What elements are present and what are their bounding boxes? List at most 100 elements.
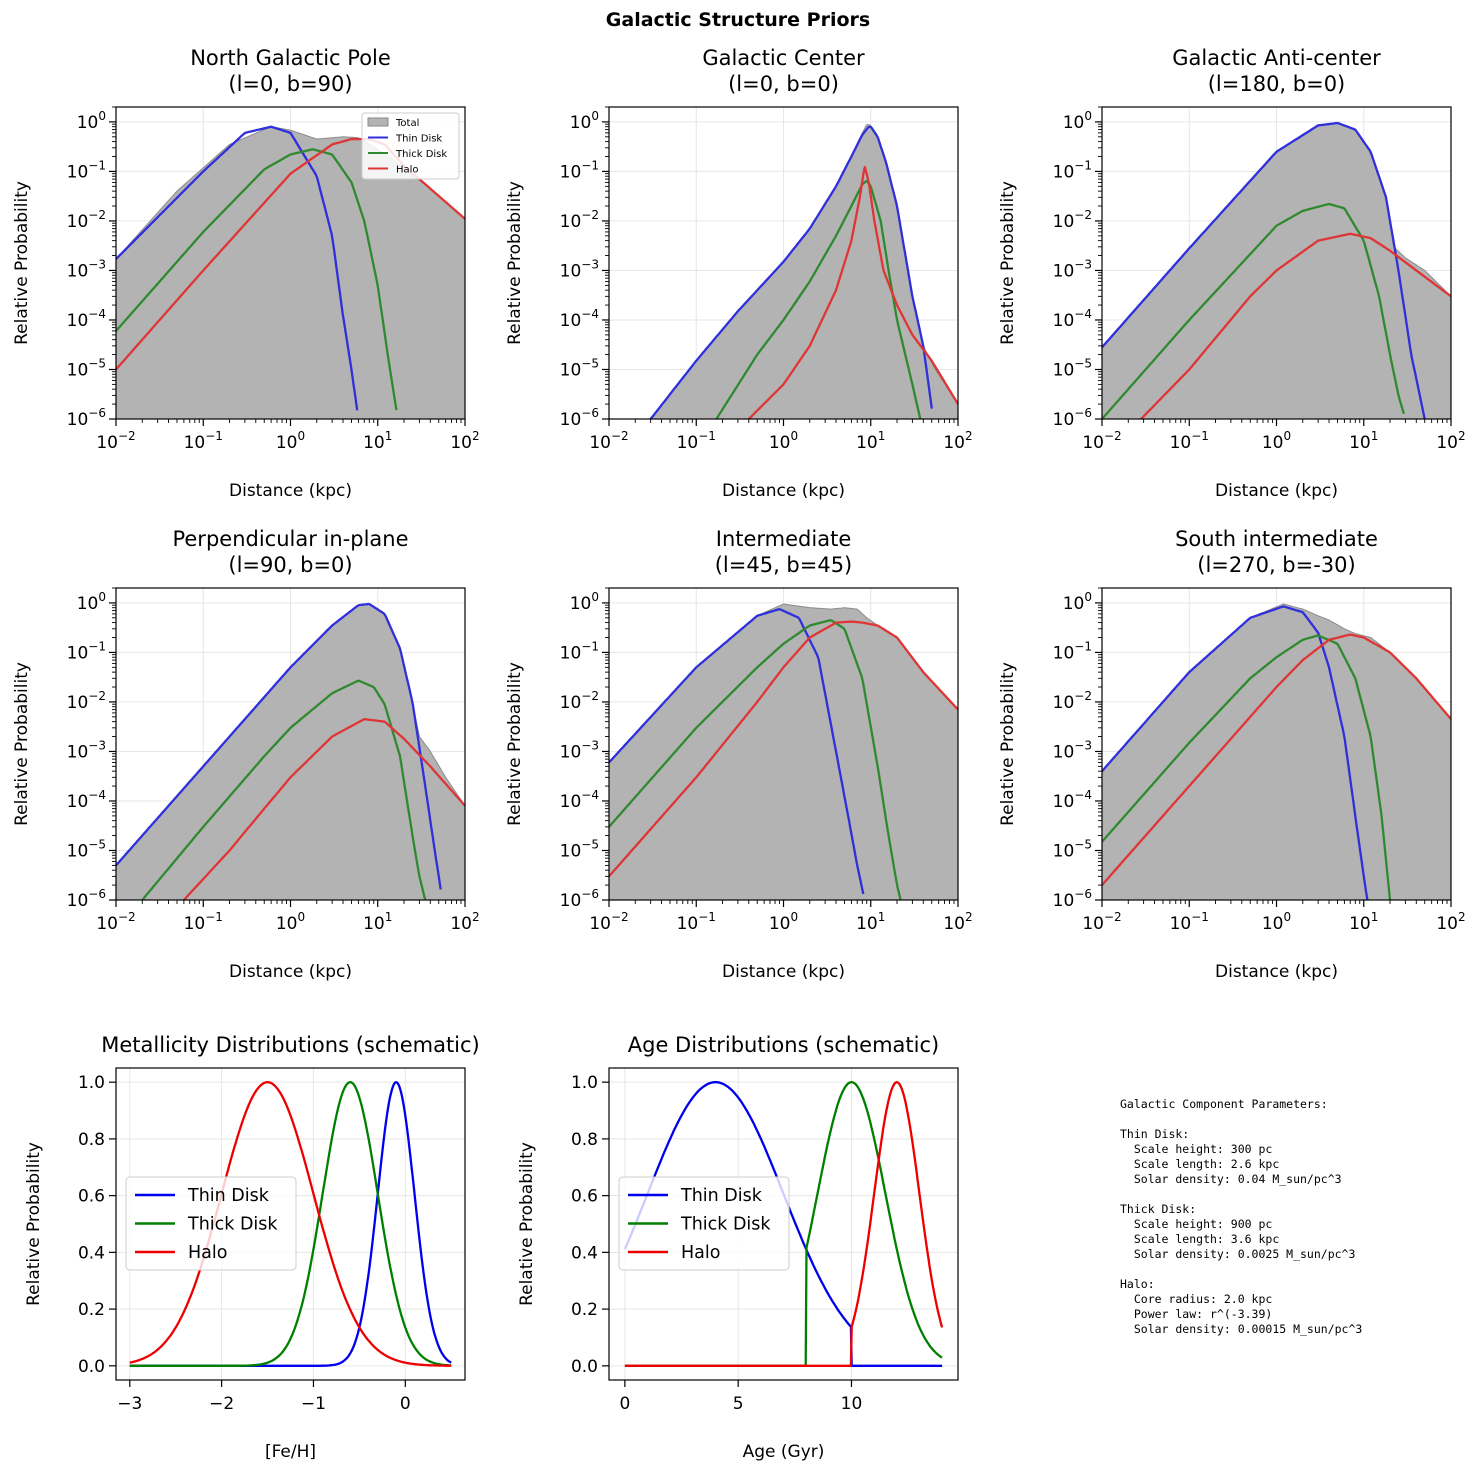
y-tick-label: 10−6 [1053,887,1092,911]
axes-frame [1101,106,1452,420]
legend-label: Halo [396,165,419,176]
series-halo-line [747,165,958,419]
y-tick-label: 0.6 [78,1187,105,1207]
legend-label: Halo [188,1243,227,1263]
axes-frame [1101,587,1452,901]
y-axis-label: Relative Probability [24,1142,44,1306]
x-tick-label: 102 [943,910,972,934]
legend: Thin Disk Thick Disk Halo [125,1176,297,1271]
y-tick-label: 10−1 [67,639,106,663]
x-tick-label: 10−2 [96,429,135,453]
ticks: 10−2 10−1 100 101 102 10−6 10−5 10−4 10−3 10−2 10−… [1053,587,1466,934]
y-tick-label: 100 [77,109,106,133]
x-tick-label: 100 [769,429,798,453]
y-tick-label: 0.6 [571,1187,598,1207]
y-tick-label: 0.2 [571,1300,598,1320]
legend-label: Halo [681,1243,720,1263]
y-tick-label: 1.0 [571,1073,598,1093]
panel-5: 10−2 10−1 100 101 102 10−6 10−5 10−4 10−3 10−2 10−… [505,527,973,982]
x-tick-label: 101 [363,429,392,453]
x-axis-label: Distance (kpc) [722,962,845,982]
y-tick-label: 100 [570,590,599,614]
y-tick-label: 10−1 [1053,639,1092,663]
parameter-line: Scale length: 3.6 kpc [1120,1232,1280,1246]
parameter-line: Scale height: 900 pc [1120,1217,1273,1231]
parameter-line: Halo: [1120,1277,1155,1291]
legend: Thin Disk Thick Disk Halo [618,1176,790,1271]
y-tick-label: 0.2 [78,1300,105,1320]
panel-title: Metallicity Distributions (schematic) [101,1033,480,1057]
panel-3: 10−2 10−1 100 101 102 10−6 10−5 10−4 10−3 10−2 10−… [998,46,1466,501]
legend-box [125,1176,297,1271]
series-halo-line [1102,633,1451,886]
panel-title: Age Distributions (schematic) [628,1033,939,1057]
y-tick-label: 0.8 [571,1130,598,1150]
y-tick-label: 10−5 [67,837,106,861]
y-tick-label: 10−5 [560,356,599,380]
series-thick-disk-line [715,179,922,419]
y-tick-label: 10−4 [1053,788,1092,812]
parameters-text: Galactic Component Parameters: Thin Disk… [1120,1097,1362,1337]
x-axis-label: Distance (kpc) [722,481,845,501]
y-tick-label: 10−1 [67,158,106,182]
y-tick-label: 100 [570,109,599,133]
y-tick-label: 0.4 [571,1243,598,1263]
x-tick-label: 101 [1349,429,1378,453]
x-axis-label: Distance (kpc) [229,481,352,501]
ticks: 0 5 10 0.0 0.2 0.4 0.6 0.8 1.0 [571,1073,862,1414]
x-tick-label: −2 [209,1394,234,1414]
x-tick-label: 10−1 [1170,429,1209,453]
y-tick-label: 10−6 [560,887,599,911]
x-tick-label: 0 [400,1394,411,1414]
parameter-line: Solar density: 0.00015 M_sun/pc^3 [1120,1322,1363,1336]
x-tick-label: 10−1 [677,429,716,453]
x-axis-label: Distance (kpc) [1215,962,1338,982]
x-tick-label: 5 [733,1394,744,1414]
x-tick-label: −1 [301,1394,326,1414]
parameter-line [1120,1112,1362,1127]
x-tick-label: 102 [943,429,972,453]
y-tick-label: 10−1 [560,158,599,182]
plot-area [649,123,958,419]
x-tick-label: 100 [276,429,305,453]
panel-title: Galactic Anti-center [1172,46,1381,70]
panel-title: (l=45, b=45) [715,553,853,577]
x-tick-label: 100 [769,910,798,934]
legend-label: Thin Disk [395,134,442,145]
legend-label: Thick Disk [395,149,447,160]
axes-frame [115,587,466,901]
panel-6: 10−2 10−1 100 101 102 10−6 10−5 10−4 10−3 10−2 10−… [998,527,1466,982]
legend-label: Thick Disk [680,1215,771,1235]
series-thick-disk-line [116,148,398,411]
y-tick-label: 10−1 [560,639,599,663]
parameter-line [1120,1187,1362,1202]
y-tick-label: 10−3 [1053,738,1092,762]
figure-title: Galactic Structure Priors [606,9,870,31]
x-tick-label: 10−2 [589,910,628,934]
legend-label: Thick Disk [187,1215,278,1235]
axes-frame [608,1067,959,1381]
y-tick-label: 10−6 [560,406,599,430]
plot-area [1102,603,1451,900]
series-thin-disk-line [116,125,359,411]
y-tick-label: 10−6 [1053,406,1092,430]
y-tick-label: 10−4 [67,307,106,331]
x-tick-label: 10−1 [184,429,223,453]
series-total-area [1102,603,1451,900]
series-halo-line [1140,232,1451,419]
y-tick-label: 100 [1063,590,1092,614]
x-axis-label: Distance (kpc) [229,962,352,982]
y-tick-label: 10−3 [560,738,599,762]
panel-title: (l=90, b=0) [228,553,352,577]
panel-title: Intermediate [716,527,852,551]
panel-title: North Galactic Pole [190,46,391,70]
legend-box [618,1176,790,1271]
y-tick-label: 10−2 [1053,689,1092,713]
ticks: 10−2 10−1 100 101 102 10−6 10−5 10−4 10−3 10−2 10−… [560,106,973,453]
axes-frame [115,106,466,420]
x-tick-label: 102 [450,910,479,934]
x-tick-label: 102 [450,429,479,453]
y-axis-label: Relative Probability [12,662,32,826]
y-tick-label: 10−3 [67,738,106,762]
series-thin-disk-line [116,602,442,890]
